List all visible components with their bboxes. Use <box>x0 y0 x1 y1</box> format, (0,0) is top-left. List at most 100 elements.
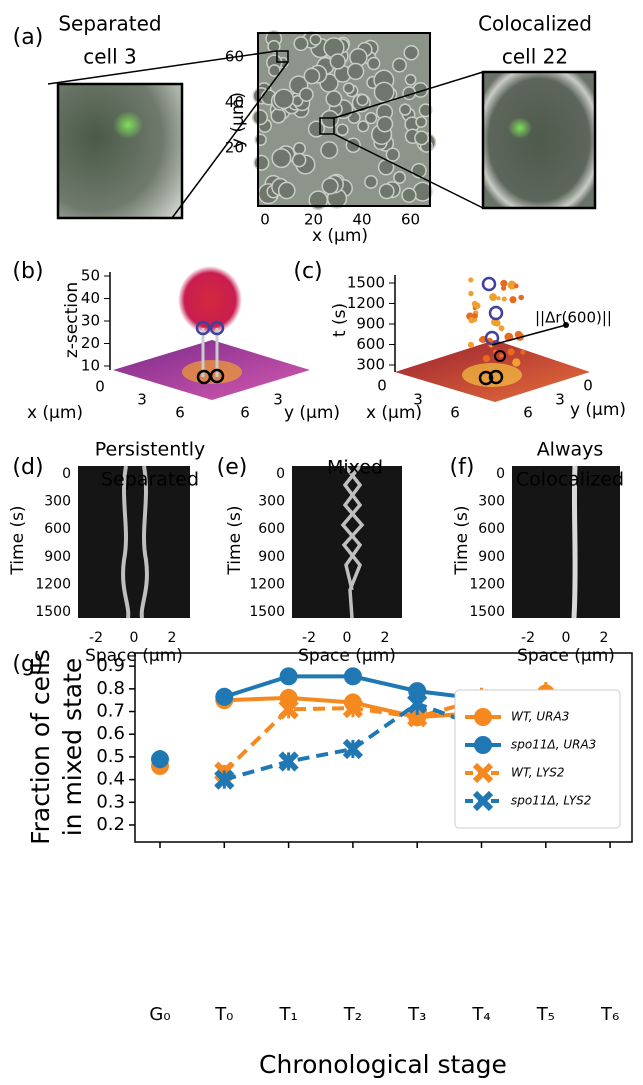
legend-label: WT, URA3 <box>511 710 569 724</box>
cell <box>322 178 338 194</box>
cell <box>386 148 399 161</box>
y-tick-label: 600 <box>478 521 505 537</box>
cell <box>321 142 337 158</box>
y-tick-label: 60 <box>225 48 244 66</box>
marker <box>215 688 233 706</box>
marker <box>344 667 362 685</box>
x-tick-label: T₁ <box>278 1004 297 1025</box>
x-tick-label: 2 <box>600 630 609 646</box>
y-tick-label: 0.9 <box>96 655 125 676</box>
y-axis-label: y (μm) <box>570 400 626 420</box>
cell <box>400 104 411 115</box>
y-tick-label: 0.2 <box>96 814 125 835</box>
cell <box>374 82 393 101</box>
panel-title: Mixed <box>327 457 383 479</box>
z-tick-label: 900 <box>356 315 385 333</box>
x-tick-label: 2 <box>168 630 177 646</box>
cell <box>366 113 377 124</box>
cell <box>365 176 377 188</box>
cell <box>377 116 392 131</box>
x-axis-label: x (μm) <box>27 403 83 423</box>
x-tick-label: 0 <box>95 378 105 396</box>
x-axis-label: x (μm) <box>312 226 368 246</box>
cell <box>393 58 406 71</box>
x-tick-label: T₃ <box>407 1004 426 1025</box>
y-tick-label: 0 <box>496 466 505 482</box>
cell <box>254 156 269 171</box>
x-tick-label: -2 <box>521 630 535 646</box>
z-tick-label: 1200 <box>347 294 385 312</box>
y-axis-label: y (μm) <box>228 92 248 148</box>
legend-marker <box>474 708 492 726</box>
x-tick-label: T₂ <box>343 1004 362 1025</box>
figure: (a)Separatedcell 3Colocalizedcell 220204… <box>0 0 643 1085</box>
label: (e) <box>217 455 248 480</box>
point <box>512 358 520 366</box>
point <box>518 295 524 301</box>
y-tick-label: 1200 <box>249 576 285 592</box>
x-tick-label: 0 <box>343 630 352 646</box>
legend-label: spo11Δ, URA3 <box>511 738 596 752</box>
z-tick-label: 30 <box>81 312 100 330</box>
x-tick-label: 3 <box>137 391 147 409</box>
y-tick-label: 1500 <box>35 604 71 620</box>
cell <box>253 110 268 125</box>
y-tick-label: 0.5 <box>96 746 125 767</box>
z-axis-label: z-section <box>62 282 82 358</box>
y-axis-label: Time (s) <box>225 505 245 575</box>
nucleus-stack <box>178 266 242 334</box>
marker <box>151 750 169 768</box>
cell <box>279 182 295 198</box>
legend-label: WT, LYS2 <box>511 766 565 780</box>
y-tick-label: 900 <box>258 549 285 565</box>
cell <box>272 149 291 168</box>
x-tick-label: -2 <box>302 630 316 646</box>
y-tick-label: 1200 <box>469 576 505 592</box>
label: Colocalized <box>478 12 592 36</box>
y-tick-label: 300 <box>478 494 505 510</box>
point <box>468 277 473 282</box>
cell <box>304 68 319 83</box>
legend-label: spo11Δ, LYS2 <box>511 794 591 808</box>
x-tick-label: 6 <box>175 404 185 422</box>
y-axis-label: in mixed state <box>58 658 87 837</box>
point <box>474 302 481 309</box>
cell <box>394 172 405 183</box>
panel-title: Separated <box>101 469 199 491</box>
label: cell 3 <box>83 45 137 69</box>
y-tick-label: 3 <box>273 391 283 409</box>
inset-image <box>58 84 182 218</box>
cell <box>300 88 313 101</box>
point <box>497 296 501 300</box>
y-axis-label: Time (s) <box>452 505 472 575</box>
cell <box>348 63 364 79</box>
point <box>489 293 497 301</box>
label: Separated <box>58 12 161 36</box>
x-tick-label: 0 <box>260 211 270 229</box>
point <box>499 354 503 358</box>
y-tick-label: 600 <box>258 521 285 537</box>
legend-marker <box>474 736 492 754</box>
z-axis-label: t (s) <box>330 303 350 337</box>
y-tick-label: 0.7 <box>96 701 125 722</box>
x-tick-label: 0 <box>377 377 387 395</box>
x-axis-label: Chronological stage <box>259 1050 507 1079</box>
y-tick-label: 6 <box>523 404 533 422</box>
y-tick-label: 0 <box>62 466 71 482</box>
panel-title: Colocalized <box>516 469 624 491</box>
x-tick-label: T₀ <box>214 1004 233 1025</box>
y-tick-label: 0.4 <box>96 769 125 790</box>
y-tick-label: 6 <box>240 404 250 422</box>
z-tick-label: 20 <box>81 334 100 352</box>
point <box>502 296 507 301</box>
cell <box>404 46 418 60</box>
x-axis-label: Space (μm) <box>517 646 615 666</box>
cell <box>310 34 321 45</box>
point <box>509 296 516 303</box>
panel-title: Persistently <box>95 439 206 461</box>
y-tick-label: 600 <box>44 521 71 537</box>
gfp-spot <box>508 117 532 139</box>
point <box>501 285 506 290</box>
panel-title: Always <box>537 439 604 461</box>
y-tick-label: 300 <box>258 494 285 510</box>
